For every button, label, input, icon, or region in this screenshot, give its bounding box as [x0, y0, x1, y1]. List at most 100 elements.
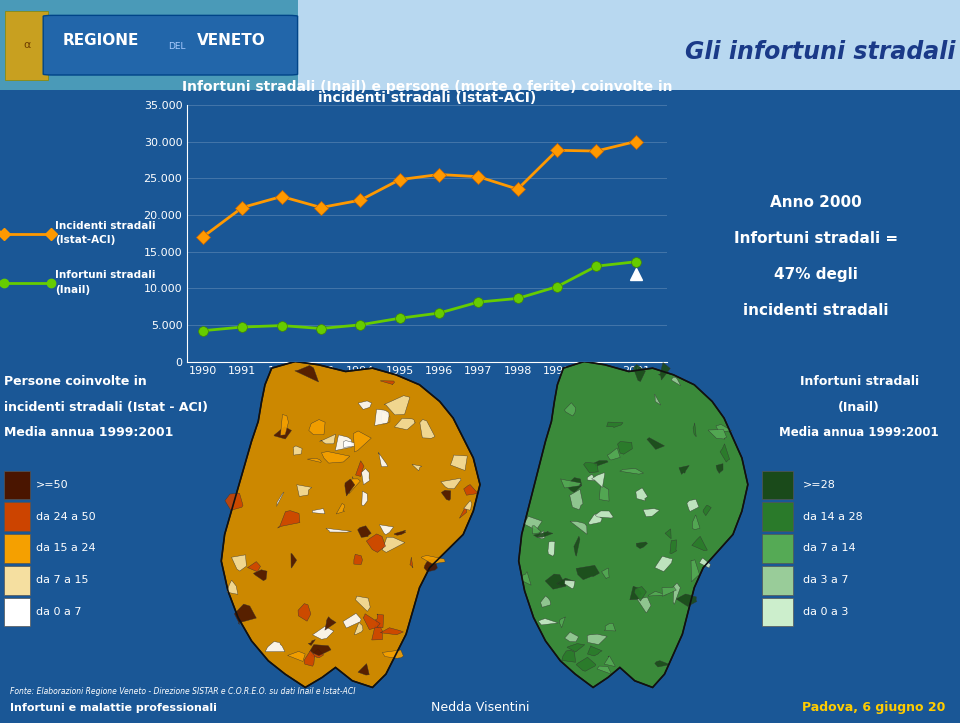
- Polygon shape: [568, 478, 582, 492]
- Polygon shape: [276, 492, 284, 506]
- Polygon shape: [659, 362, 670, 380]
- Bar: [762, 534, 793, 562]
- Polygon shape: [343, 613, 361, 628]
- Polygon shape: [313, 626, 334, 640]
- Text: da 7 a 14: da 7 a 14: [803, 544, 855, 554]
- Polygon shape: [355, 596, 371, 612]
- Polygon shape: [630, 586, 641, 599]
- Polygon shape: [382, 650, 403, 659]
- Polygon shape: [410, 557, 413, 568]
- Polygon shape: [655, 556, 672, 572]
- Polygon shape: [620, 469, 643, 474]
- Bar: [762, 502, 793, 531]
- Polygon shape: [560, 617, 565, 628]
- Polygon shape: [379, 525, 394, 535]
- Polygon shape: [253, 570, 267, 581]
- Polygon shape: [588, 474, 595, 481]
- Text: Gli infortuni stradali: Gli infortuni stradali: [684, 40, 955, 64]
- Text: Anno 2000: Anno 2000: [770, 195, 862, 210]
- Polygon shape: [634, 364, 645, 382]
- Text: da 24 a 50: da 24 a 50: [36, 512, 96, 522]
- Polygon shape: [665, 529, 671, 539]
- Polygon shape: [691, 560, 700, 582]
- Polygon shape: [637, 597, 651, 613]
- Polygon shape: [588, 514, 602, 525]
- Polygon shape: [693, 423, 696, 437]
- Polygon shape: [310, 645, 331, 656]
- Polygon shape: [700, 558, 710, 568]
- Polygon shape: [450, 455, 468, 471]
- Polygon shape: [308, 640, 315, 646]
- Polygon shape: [345, 479, 355, 496]
- Polygon shape: [442, 490, 451, 500]
- Polygon shape: [354, 555, 362, 565]
- FancyBboxPatch shape: [43, 15, 298, 75]
- Text: Media annua 1999:2001: Media annua 1999:2001: [4, 426, 174, 439]
- Polygon shape: [234, 604, 256, 625]
- Polygon shape: [354, 623, 363, 635]
- Polygon shape: [312, 508, 324, 514]
- Polygon shape: [676, 594, 697, 607]
- Polygon shape: [384, 395, 410, 415]
- Polygon shape: [291, 553, 297, 568]
- Bar: [762, 566, 793, 594]
- Polygon shape: [344, 440, 355, 448]
- Polygon shape: [358, 526, 372, 537]
- Polygon shape: [716, 463, 723, 474]
- Text: Infortuni stradali: Infortuni stradali: [55, 270, 156, 280]
- Text: (Istat-ACI): (Istat-ACI): [55, 235, 115, 245]
- Polygon shape: [569, 489, 583, 510]
- Polygon shape: [297, 484, 312, 497]
- Polygon shape: [518, 362, 748, 688]
- Polygon shape: [265, 641, 285, 651]
- Polygon shape: [460, 506, 467, 518]
- Text: REGIONE: REGIONE: [62, 33, 139, 48]
- Polygon shape: [420, 419, 435, 438]
- Polygon shape: [532, 526, 540, 534]
- Polygon shape: [231, 555, 247, 571]
- Text: Persone coinvolte in: Persone coinvolte in: [4, 375, 147, 388]
- Polygon shape: [597, 666, 612, 674]
- Text: >=50: >=50: [36, 480, 69, 490]
- Polygon shape: [320, 435, 335, 444]
- Text: Fonte: Elaborazioni Regione Veneto - Direzione SISTAR e C.O.R.E.O. su dati Inail: Fonte: Elaborazioni Regione Veneto - Dir…: [10, 687, 355, 696]
- Text: (Inail): (Inail): [55, 285, 90, 295]
- Polygon shape: [703, 505, 711, 515]
- Bar: [4, 502, 31, 531]
- Polygon shape: [358, 401, 372, 409]
- Polygon shape: [534, 531, 553, 537]
- Bar: [4, 598, 31, 626]
- Polygon shape: [375, 614, 384, 628]
- Polygon shape: [564, 403, 576, 416]
- Polygon shape: [570, 521, 587, 534]
- Polygon shape: [353, 431, 372, 452]
- Polygon shape: [464, 500, 471, 510]
- Polygon shape: [595, 511, 613, 518]
- Text: (Inail): (Inail): [838, 401, 880, 414]
- Text: da 3 a 7: da 3 a 7: [803, 576, 849, 586]
- Polygon shape: [670, 540, 677, 554]
- Text: >=28: >=28: [803, 480, 835, 490]
- Text: da 15 a 24: da 15 a 24: [36, 544, 96, 554]
- Polygon shape: [599, 485, 609, 501]
- Polygon shape: [412, 464, 421, 471]
- Bar: [4, 534, 31, 562]
- Polygon shape: [225, 493, 243, 510]
- Polygon shape: [307, 458, 322, 463]
- Polygon shape: [358, 664, 370, 675]
- Polygon shape: [288, 651, 305, 662]
- Polygon shape: [679, 466, 689, 474]
- Polygon shape: [647, 437, 664, 450]
- Text: Infortuni e malattie professionali: Infortuni e malattie professionali: [10, 703, 216, 713]
- Polygon shape: [335, 435, 352, 450]
- Polygon shape: [524, 515, 542, 530]
- Text: incidenti stradali: incidenti stradali: [743, 303, 889, 317]
- Text: Infortuni stradali (Inail) e persone (morte o ferite) coinvolte in: Infortuni stradali (Inail) e persone (mo…: [182, 80, 672, 94]
- Text: Infortuni stradali =: Infortuni stradali =: [734, 231, 898, 246]
- Polygon shape: [298, 604, 311, 621]
- Text: da 0 a 3: da 0 a 3: [803, 607, 848, 617]
- Polygon shape: [380, 381, 395, 385]
- Bar: [0, 0, 298, 90]
- Polygon shape: [588, 634, 607, 645]
- Polygon shape: [277, 510, 300, 528]
